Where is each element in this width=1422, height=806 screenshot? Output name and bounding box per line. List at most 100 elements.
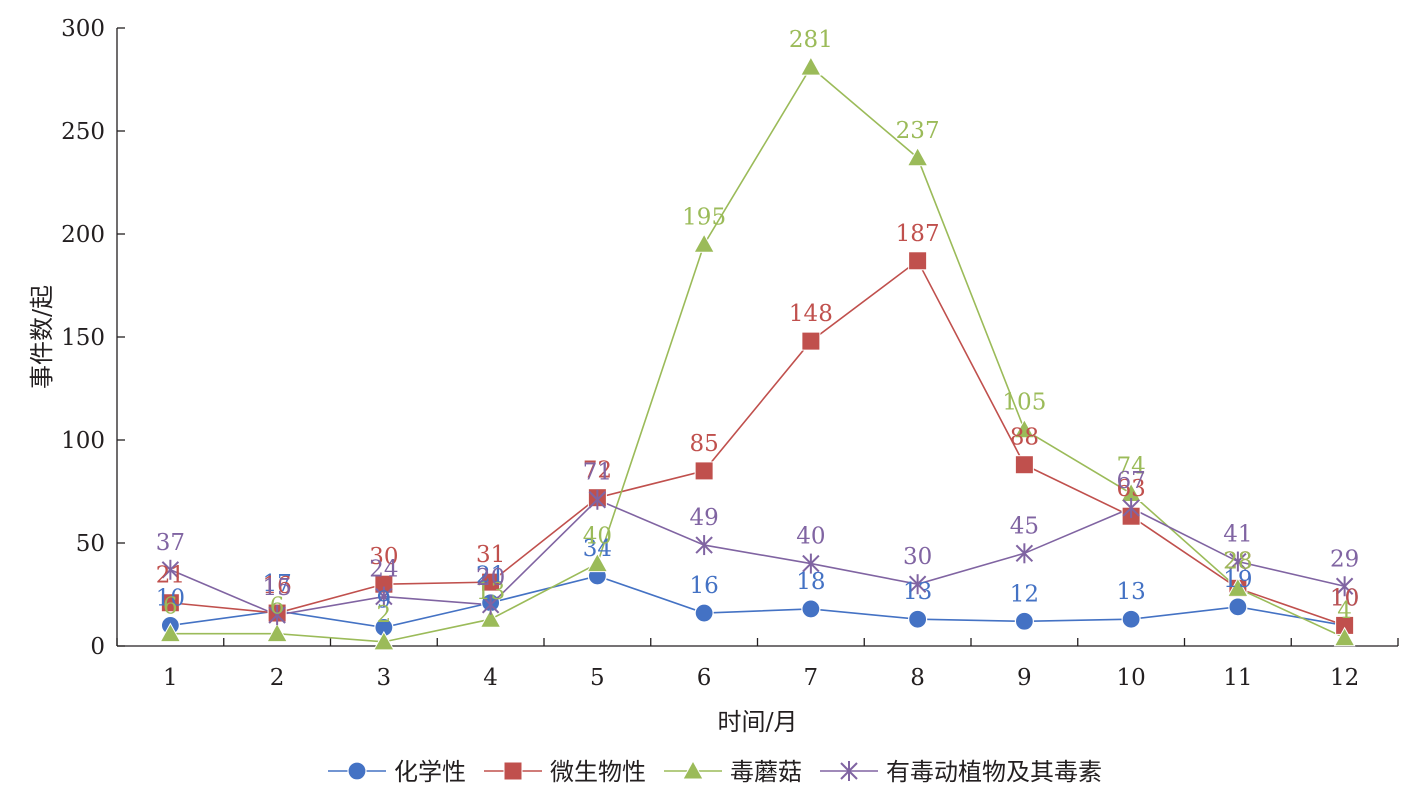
data-label: 15 (262, 575, 291, 601)
data-label: 20 (476, 565, 505, 591)
data-point (694, 461, 714, 481)
data-point (1335, 576, 1354, 597)
data-point (161, 559, 180, 580)
series-markers (159, 56, 1356, 651)
series-line-2 (170, 259, 1345, 627)
x-tick-label: 4 (483, 665, 498, 691)
legend: 化学性 微生物性 毒蘑菇 有毒动植物及其毒素 (328, 758, 1102, 786)
data-point (1333, 626, 1356, 647)
x-tick-label: 1 (163, 665, 178, 691)
data-label: 6 (270, 594, 285, 620)
legend-label: 微生物性 (550, 758, 646, 786)
data-label: 13 (476, 579, 505, 605)
series-line-3 (170, 65, 1345, 643)
data-point (1122, 497, 1140, 518)
data-point (373, 630, 395, 651)
legend-item-1: 化学性 (328, 758, 466, 786)
data-point (160, 593, 180, 613)
data-point (800, 56, 822, 76)
data-label: 72 (583, 458, 612, 484)
data-point (1013, 418, 1036, 439)
data-label: 281 (789, 27, 833, 53)
data-point (588, 489, 607, 510)
data-label: 13 (903, 579, 932, 605)
data-label: 34 (583, 536, 612, 562)
data-label: 31 (476, 542, 505, 568)
data-point (695, 535, 713, 556)
x-tick-label: 2 (270, 665, 285, 691)
x-tick-label: 5 (590, 665, 605, 691)
data-label: 63 (1116, 476, 1145, 502)
data-label: 6 (163, 594, 178, 620)
x-tick-label: 7 (804, 665, 819, 691)
data-label: 88 (1010, 425, 1039, 451)
data-label: 2 (377, 602, 392, 628)
series-line-1 (170, 575, 1345, 629)
x-axis-title: 时间/月 (717, 708, 797, 736)
data-label: 28 (1223, 548, 1252, 574)
data-label: 21 (476, 563, 505, 589)
data-label: 16 (262, 573, 291, 599)
x-tick-label: 8 (910, 665, 925, 691)
data-label: 30 (369, 544, 398, 570)
data-point (481, 572, 501, 592)
y-tick-label: 100 (61, 428, 105, 454)
data-label: 74 (1116, 454, 1145, 480)
x-tick-label: 10 (1116, 665, 1145, 691)
y-tick-label: 200 (61, 222, 105, 248)
y-tick-label: 250 (61, 119, 105, 145)
series-line-4 (170, 498, 1345, 616)
legend-marker (840, 761, 858, 781)
data-label: 13 (1116, 579, 1145, 605)
data-point (1014, 455, 1034, 475)
y-tick-label: 150 (61, 325, 105, 351)
data-point (1229, 551, 1247, 572)
data-point (908, 574, 927, 595)
data-label: 21 (156, 563, 185, 589)
data-point (586, 552, 609, 573)
data-point (908, 609, 928, 629)
data-label: 85 (689, 431, 718, 457)
data-label: 237 (896, 118, 940, 144)
data-point (1121, 609, 1141, 629)
data-label: 18 (796, 569, 825, 595)
data-point (693, 233, 715, 253)
data-point (481, 594, 500, 615)
x-tick-label: 6 (697, 665, 712, 691)
legend-item-3: 毒蘑菇 (664, 758, 802, 786)
data-label: 148 (789, 301, 833, 327)
legend-item-4: 有毒动植物及其毒素 (820, 758, 1102, 786)
legend-marker (682, 759, 704, 780)
legend-label: 有毒动植物及其毒素 (886, 758, 1102, 786)
data-label: 37 (156, 530, 185, 556)
data-point (802, 553, 820, 574)
x-tick-label: 12 (1330, 665, 1359, 691)
data-point (268, 605, 286, 626)
data-label: 28 (1223, 548, 1252, 574)
data-label: 17 (262, 571, 291, 597)
data-point (801, 331, 821, 351)
data-label: 187 (896, 221, 940, 247)
legend-item-2: 微生物性 (484, 758, 646, 786)
legend-marker (347, 761, 367, 781)
data-label: 67 (1116, 468, 1145, 494)
data-label: 12 (1010, 581, 1039, 607)
legend-label: 化学性 (394, 758, 466, 786)
data-point (906, 146, 929, 167)
x-tick-label: 9 (1017, 665, 1032, 691)
data-label: 40 (796, 524, 825, 550)
data-point (694, 603, 714, 623)
data-label: 24 (369, 557, 398, 583)
data-point (375, 586, 393, 607)
data-label: 29 (1330, 546, 1359, 572)
data-label: 195 (682, 204, 726, 230)
legend-marker (503, 761, 523, 781)
x-tick-label: 3 (377, 665, 392, 691)
data-point (1015, 543, 1034, 564)
data-point (1014, 611, 1034, 631)
data-point (1228, 597, 1248, 617)
x-tick-label: 11 (1223, 665, 1252, 691)
y-axis-title: 事件数/起 (28, 285, 56, 389)
